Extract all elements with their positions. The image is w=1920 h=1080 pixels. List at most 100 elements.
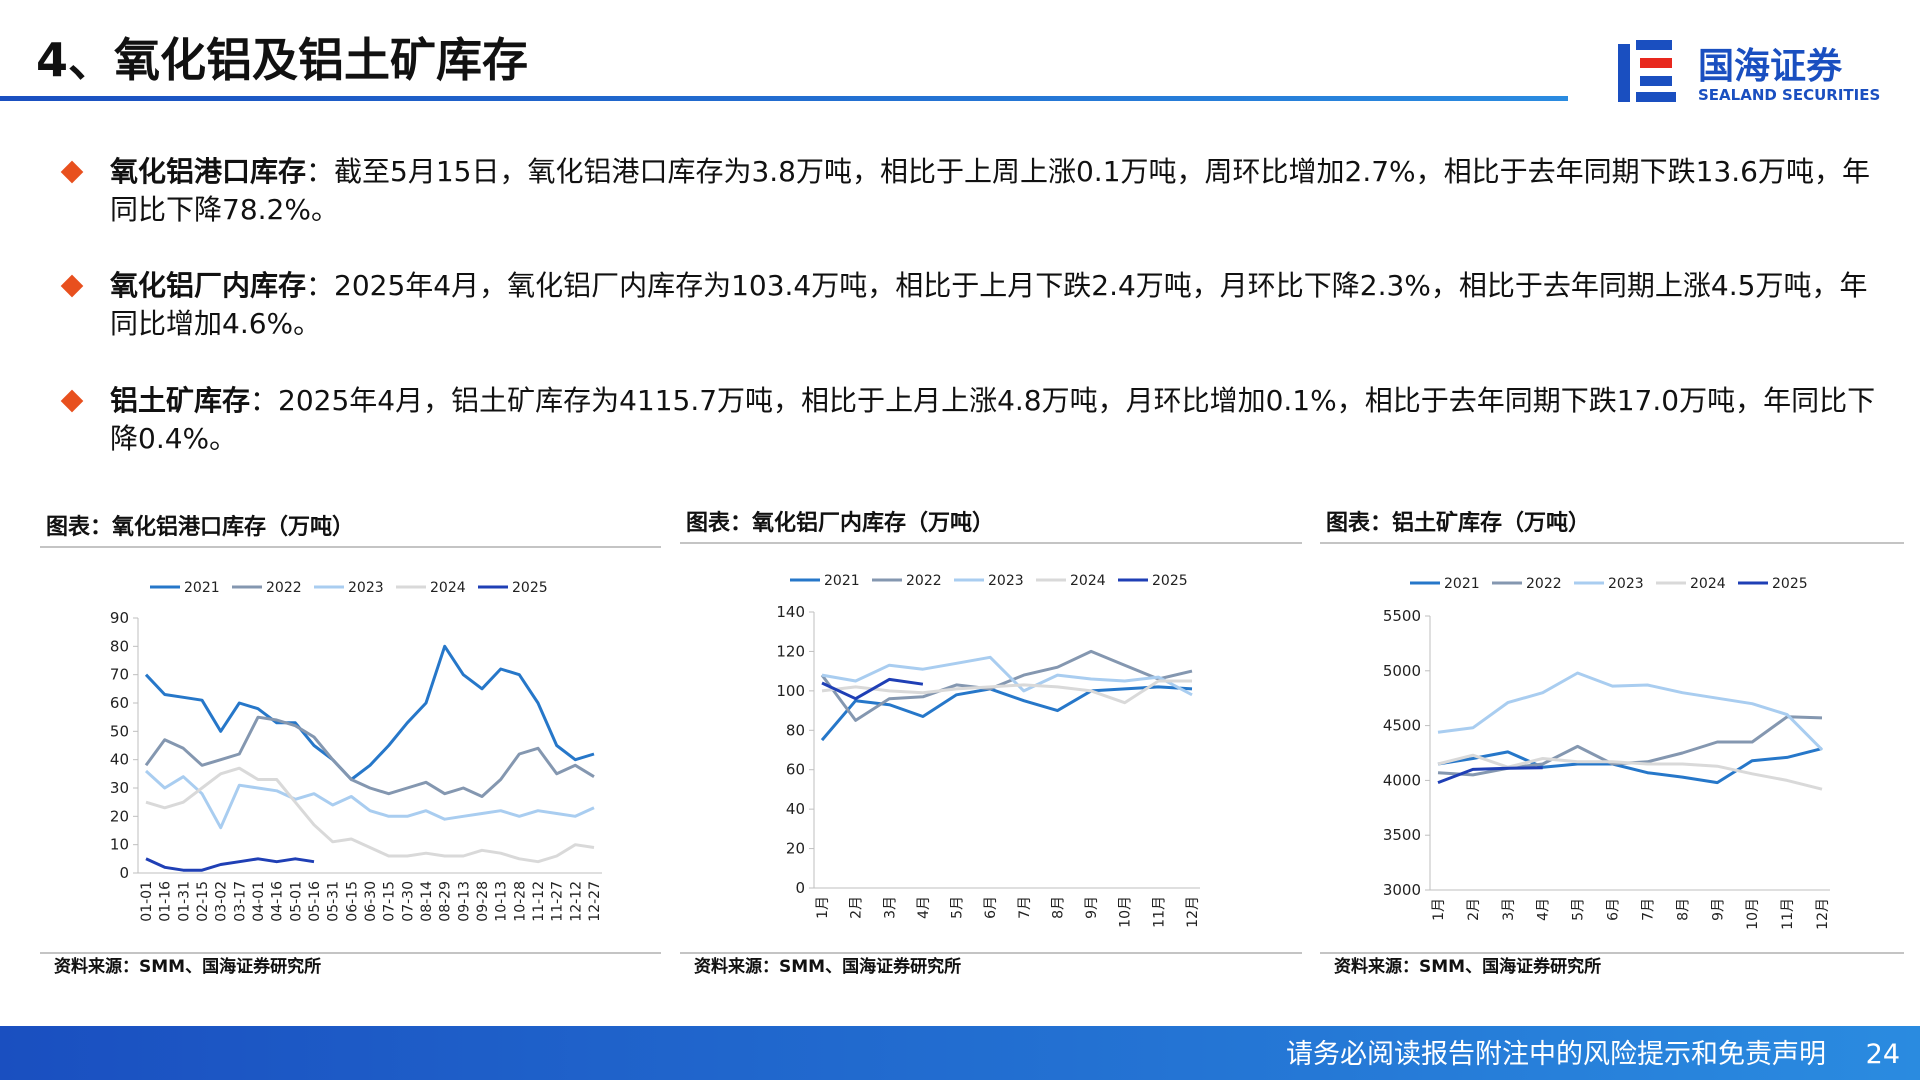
series-line	[821, 679, 1192, 705]
series-line	[144, 769, 595, 830]
y-tick-label: 20	[110, 807, 129, 825]
x-tick-label: 8月	[1050, 896, 1066, 919]
bullet-label: 氧化铝厂内库存	[110, 269, 307, 302]
x-tick-label: 01-01	[139, 881, 155, 922]
x-tick-label: 05-31	[326, 881, 342, 922]
x-tick-label: 8月	[1675, 898, 1691, 921]
legend-label: 2021	[824, 573, 860, 589]
x-tick-label: 04-16	[270, 881, 286, 922]
y-tick-label: 70	[110, 666, 129, 684]
legend-label: 2022	[906, 573, 942, 589]
header-rule	[0, 96, 1568, 101]
legend-label: 2025	[1772, 576, 1808, 592]
y-tick-label: 5500	[1383, 607, 1421, 625]
x-tick-label: 9月	[1710, 898, 1726, 921]
legend-label: 2022	[1526, 576, 1562, 592]
y-tick-label: 5000	[1383, 662, 1421, 680]
y-tick-label: 10	[110, 836, 129, 854]
y-tick-label: 20	[786, 840, 805, 858]
x-tick-label: 12月	[1815, 898, 1831, 930]
x-tick-label: 11-12	[531, 881, 547, 922]
legend-label: 2023	[1608, 576, 1644, 592]
y-tick-label: 0	[795, 879, 805, 897]
y-tick-label: 3000	[1383, 881, 1421, 899]
series-line	[1437, 671, 1824, 751]
chart-title: 图表：氧化铝厂内库存（万吨）	[686, 510, 994, 536]
x-tick-label: 03-17	[232, 881, 248, 922]
chart-source: 资料来源：SMM、国海证券研究所	[1334, 956, 1601, 977]
footer-bar	[0, 1026, 1920, 1080]
bullet-label: 铝土矿库存	[110, 384, 251, 417]
legend-label: 2024	[430, 580, 466, 596]
x-tick-label: 01-31	[176, 881, 192, 922]
x-tick-label: 12-12	[568, 881, 584, 922]
y-tick-label: 60	[786, 761, 805, 779]
series-line	[1437, 747, 1823, 785]
bullet-text: ：2025年4月，铝土矿库存为4115.7万吨，相比于上月上涨4.8万吨，月环比…	[110, 384, 1876, 455]
x-tick-label: 02-15	[195, 881, 211, 922]
logo	[1618, 40, 1676, 102]
y-tick-label: 100	[776, 682, 805, 700]
x-tick-label: 1月	[815, 896, 831, 919]
x-tick-label: 5月	[950, 896, 966, 919]
series-line	[144, 644, 595, 781]
series-line	[821, 655, 1193, 697]
bullet-text: ：截至5月15日，氧化铝港口库存为3.8万吨，相比于上周上涨0.1万吨，周环比增…	[110, 155, 1871, 226]
legend-label: 2021	[1444, 576, 1480, 592]
x-tick-label: 08-14	[419, 881, 435, 922]
legend-label: 2023	[988, 573, 1024, 589]
y-tick-label: 40	[786, 800, 805, 818]
y-tick-label: 0	[119, 864, 129, 882]
x-tick-label: 05-16	[307, 881, 323, 922]
x-tick-label: 9月	[1084, 896, 1100, 919]
x-tick-label: 10月	[1118, 896, 1134, 928]
y-tick-label: 4000	[1383, 771, 1421, 789]
legend-label: 2021	[184, 580, 220, 596]
y-tick-label: 140	[776, 603, 805, 621]
x-tick-label: 09-28	[475, 881, 491, 922]
y-tick-label: 80	[110, 637, 129, 655]
legend-label: 2022	[266, 580, 302, 596]
chart-source: 资料来源：SMM、国海证券研究所	[54, 956, 321, 977]
x-tick-label: 03-02	[214, 881, 230, 922]
x-tick-label: 2月	[1466, 898, 1482, 921]
x-tick-label: 7月	[1017, 896, 1033, 919]
y-tick-label: 60	[110, 694, 129, 712]
logo-en: SEALAND SECURITIES	[1698, 86, 1880, 104]
x-tick-label: 7月	[1640, 898, 1656, 921]
y-tick-label: 30	[110, 779, 129, 797]
logo-cn: 国海证券	[1698, 46, 1843, 87]
x-tick-label: 5月	[1571, 898, 1587, 921]
series-line	[820, 649, 1193, 722]
y-tick-label: 90	[110, 609, 129, 627]
slide-title: 4、氧化铝及铝土矿库存	[36, 33, 529, 87]
x-tick-label: 6月	[1606, 898, 1622, 921]
bullet: 氧化铝厂内库存：2025年4月，氧化铝厂内库存为103.4万吨，相比于上月下跌2…	[110, 267, 1880, 343]
x-tick-label: 10-13	[494, 881, 510, 922]
legend-label: 2023	[348, 580, 384, 596]
y-tick-label: 80	[786, 721, 805, 739]
x-tick-label: 08-29	[438, 881, 454, 922]
series-line	[1437, 715, 1823, 777]
x-tick-label: 06-30	[363, 881, 379, 922]
x-tick-label: 05-01	[288, 881, 304, 922]
series-line	[145, 766, 595, 864]
y-tick-label: 50	[110, 722, 129, 740]
bullet-label: 氧化铝港口库存	[110, 155, 307, 188]
y-tick-label: 120	[776, 642, 805, 660]
x-tick-label: 11-27	[550, 881, 566, 922]
bullet: 铝土矿库存：2025年4月，铝土矿库存为4115.7万吨，相比于上月上涨4.8万…	[110, 382, 1880, 458]
y-tick-label: 40	[110, 751, 129, 769]
series-line	[1437, 766, 1543, 785]
x-tick-label: 10月	[1745, 898, 1761, 930]
x-tick-label: 04-01	[251, 881, 267, 922]
x-tick-label: 10-28	[512, 881, 528, 922]
chart-source: 资料来源：SMM、国海证券研究所	[694, 956, 961, 977]
chart-title: 图表：氧化铝港口库存（万吨）	[46, 514, 354, 540]
series-line	[145, 857, 315, 872]
x-tick-label: 06-15	[344, 881, 360, 922]
x-tick-label: 07-15	[382, 881, 398, 922]
chart-title: 图表：铝土矿库存（万吨）	[1326, 510, 1590, 536]
